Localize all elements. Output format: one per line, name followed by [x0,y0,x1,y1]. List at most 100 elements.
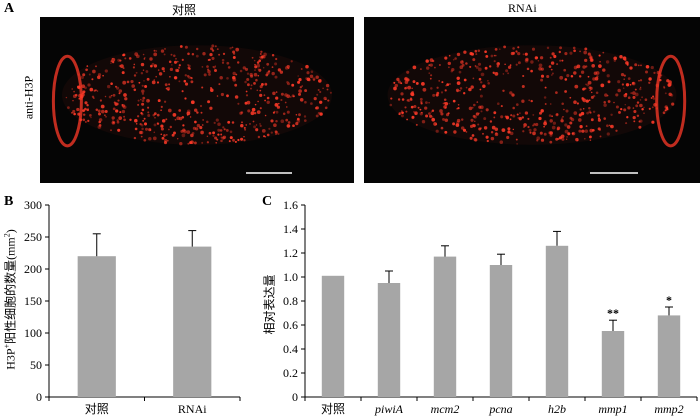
h3p-cell [509,131,514,136]
h3p-cell [275,57,278,61]
h3p-cell [245,124,247,126]
h3p-cell [152,113,156,117]
h3p-cell [480,110,483,113]
h3p-cell [257,100,259,103]
h3p-cell [572,46,576,50]
h3p-cell [476,101,479,103]
h3p-cell [400,92,404,96]
h3p-cell [615,105,619,109]
h3p-cell [522,74,525,78]
h3p-cell [143,117,146,120]
h3p-cell [618,110,621,114]
h3p-cell [622,87,625,89]
h3p-cell [200,130,204,135]
h3p-cell [521,99,525,103]
h3p-cell [123,93,127,97]
h3p-cell [473,137,477,142]
h3p-cell [456,81,461,85]
h3p-cell [668,80,672,84]
h3p-cell [329,91,332,94]
h3p-cell [397,80,401,84]
h3p-cell [597,127,601,131]
h3p-cell [581,97,584,100]
micrograph-rnai [364,17,700,183]
h3p-cell [425,59,429,63]
h3p-cell [530,69,533,73]
h3p-cell [104,114,106,117]
chart-b: 0 50 100 150 200 250 300 对照 RNAi [24,198,241,416]
h3p-cell [217,122,221,126]
h3p-cell [190,100,195,105]
h3p-cell [324,106,328,110]
h3p-cell [237,102,240,105]
h3p-cell [263,135,265,138]
h3p-cell [615,129,618,132]
h3p-cell [606,74,610,78]
h3p-cell [121,104,126,108]
h3p-cell [153,131,156,134]
panel-c-letter: C [262,194,273,209]
h3p-cell [598,128,602,132]
h3p-cell [254,103,257,106]
h3p-cell [419,68,422,71]
h3p-cell [169,75,171,78]
h3p-cell [141,89,145,93]
h3p-cell [260,82,264,86]
h3p-cell [495,132,498,135]
h3p-cell [421,120,426,124]
h3p-cell [209,52,213,57]
h3p-cell [304,100,307,104]
h3p-cell [651,106,654,109]
h3p-cell [443,105,447,109]
h3p-cell [171,133,175,137]
h3p-cell [99,99,103,102]
h3p-cell [232,71,236,76]
h3p-cell [160,105,163,108]
h3p-cell [474,120,476,123]
h3p-cell [653,102,657,107]
h3p-cell [576,64,581,69]
panel-b-letter: B [4,194,14,209]
h3p-cell [210,88,214,92]
h3p-cell [313,97,317,101]
h3p-cell [539,111,542,115]
y-tick-label: 250 [24,230,42,244]
significance-label: ** [607,306,619,320]
h3p-cell [567,132,571,136]
h3p-cell [184,45,188,49]
h3p-cell [155,50,158,52]
h3p-cell [133,74,137,77]
h3p-cell [635,104,639,108]
h3p-cell [474,138,478,142]
y-tick-label: 1.6 [283,198,298,212]
h3p-cell [202,119,204,121]
h3p-cell [234,95,239,99]
h3p-cell [412,80,416,84]
h3p-cell [236,61,240,64]
h3p-cell [638,125,642,129]
h3p-cell [195,47,199,51]
h3p-cell [227,120,231,124]
h3p-cell [175,57,177,60]
h3p-cell [259,93,263,98]
h3p-cell [424,106,428,110]
h3p-cell [548,65,552,68]
h3p-cell [617,88,621,93]
h3p-cell [153,49,156,52]
h3p-cell [282,112,286,116]
h3p-cell [177,66,181,69]
h3p-cell [393,81,396,84]
h3p-cell [319,80,321,83]
h3p-cell [521,84,525,89]
h3p-cell [406,118,408,121]
h3p-cell [516,113,519,116]
h3p-cell [129,118,132,122]
bar [321,275,345,397]
h3p-cell [301,85,304,87]
h3p-cell [165,134,168,136]
h3p-cell [319,112,323,116]
h3p-cell [207,59,210,61]
x-tick-label: RNAi [178,402,207,416]
h3p-cell [411,91,414,94]
h3p-cell [232,77,237,82]
